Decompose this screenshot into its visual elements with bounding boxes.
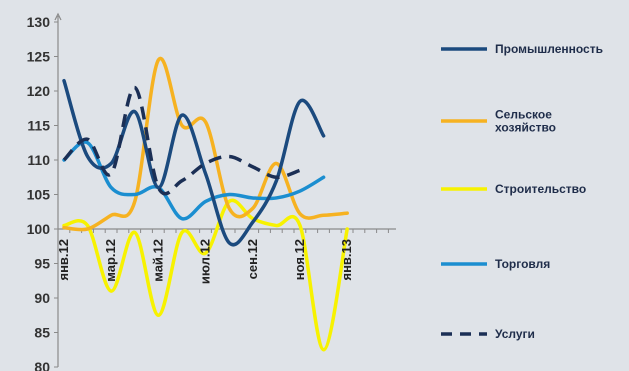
x-tick-label: янв.13 bbox=[339, 239, 354, 281]
series-line-1 bbox=[62, 56, 349, 232]
legend-label-0: Промышленность bbox=[495, 42, 603, 56]
series-group bbox=[62, 56, 349, 352]
legend-label-4: Услуги bbox=[495, 327, 535, 341]
y-tick-label: 85 bbox=[34, 325, 50, 341]
legend-label-1: Сельское хозяйство bbox=[495, 108, 556, 135]
x-tick-label: май.12 bbox=[150, 239, 165, 282]
x-tick-label: ноя.12 bbox=[292, 239, 307, 280]
x-tick-label: мар.12 bbox=[103, 239, 118, 282]
legend-label-3: Торговля bbox=[495, 257, 550, 271]
x-tick-labels: янв.12 мар.12 май.12 июл.12 сен.12 ноя.12 янв.… bbox=[56, 239, 354, 284]
legend-label-2: Строительство bbox=[495, 182, 586, 196]
series-line-3 bbox=[62, 140, 326, 221]
y-tick-label: 100 bbox=[27, 221, 51, 237]
y-tick-label: 90 bbox=[34, 290, 50, 306]
axes: 80 85 90 95 100 105 110 115 120 125 130 bbox=[27, 12, 396, 371]
y-tick-label: 130 bbox=[27, 14, 51, 30]
y-tick-label: 115 bbox=[27, 118, 50, 134]
y-axis-arrow bbox=[54, 12, 62, 21]
series-line-0 bbox=[62, 78, 326, 247]
y-tick-label: 105 bbox=[27, 187, 51, 203]
series-line-2 bbox=[62, 198, 349, 352]
x-tick-label: сен.12 bbox=[245, 239, 260, 279]
y-tick-label: 110 bbox=[27, 152, 50, 168]
y-tick-label: 125 bbox=[27, 49, 51, 65]
legend: Промышленность Сельское хозяйство Строитель… bbox=[441, 42, 603, 341]
series-line-4 bbox=[62, 85, 301, 196]
y-tick-label: 80 bbox=[34, 359, 50, 371]
x-tick-label: янв.12 bbox=[56, 239, 71, 281]
x-tick-label: июл.12 bbox=[198, 239, 213, 284]
y-tick-label: 95 bbox=[34, 256, 50, 272]
y-tick-label: 120 bbox=[27, 83, 51, 99]
